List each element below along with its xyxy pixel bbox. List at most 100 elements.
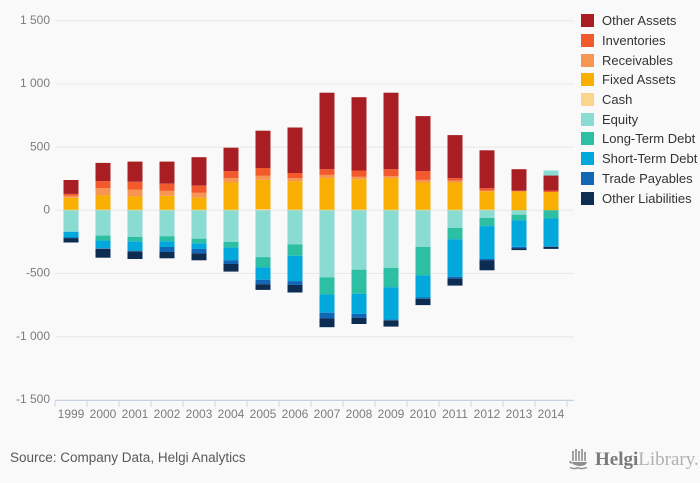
bar-group-2000 <box>95 162 111 258</box>
segment-equity <box>287 210 303 245</box>
segment-other-liabilities <box>543 247 559 249</box>
segment-inventories <box>479 188 495 191</box>
segment-long-term-debt <box>95 235 111 241</box>
segment-other-assets <box>255 130 271 168</box>
x-tick-label: 1999 <box>58 407 85 421</box>
segment-equity <box>159 210 175 237</box>
segment-short-term-debt <box>95 240 111 249</box>
segment-equity <box>127 210 143 237</box>
segment-fixed-assets <box>159 195 175 210</box>
segment-other-assets <box>383 92 399 170</box>
segment-trade-payables <box>127 250 143 252</box>
legend-swatch <box>581 152 594 166</box>
segment-fixed-assets <box>255 180 271 210</box>
segment-inventories <box>191 185 207 193</box>
y-tick-label: 0 <box>43 202 50 216</box>
segment-trade-payables <box>511 247 527 249</box>
segment-trade-payables <box>63 237 79 239</box>
legend-label: Long-Term Debt <box>602 131 696 147</box>
segment-other-liabilities <box>63 238 79 243</box>
segment-receivables <box>319 174 335 179</box>
segment-short-term-debt <box>415 275 431 298</box>
legend-item-receivables: Receivables <box>581 50 699 70</box>
bar-group-2012 <box>479 150 495 271</box>
legend-label: Fixed Assets <box>602 72 676 88</box>
segment-trade-payables <box>543 246 559 247</box>
chart-legend: Other Assets Inventories Receivables Fixed … <box>581 11 699 208</box>
segment-fixed-assets <box>287 181 303 210</box>
segment-equity <box>479 210 495 218</box>
segment-other-assets <box>223 147 239 172</box>
segment-long-term-debt <box>223 241 239 248</box>
segment-inventories <box>543 190 559 192</box>
segment-short-term-debt <box>223 247 239 261</box>
segment-equity <box>415 210 431 247</box>
y-tick-label: 1 500 <box>20 13 50 27</box>
segment-other-assets <box>351 97 367 171</box>
segment-other-liabilities <box>511 248 527 251</box>
legend-swatch <box>581 73 594 87</box>
segment-long-term-debt <box>415 247 431 276</box>
segment-fixed-assets <box>543 192 559 211</box>
segment-long-term-debt <box>447 228 463 240</box>
bar-group-2005 <box>255 130 271 290</box>
segment-fixed-assets <box>447 182 463 210</box>
segment-other-assets <box>191 157 207 186</box>
legend-item-long-term-debt: Long-Term Debt <box>581 129 699 149</box>
segment-short-term-debt <box>319 294 335 313</box>
bar-group-2007 <box>319 92 335 328</box>
segment-inventories <box>287 173 303 179</box>
segment-other-liabilities <box>95 248 111 258</box>
x-tick-label: 2007 <box>314 407 341 421</box>
segment-long-term-debt <box>383 267 399 288</box>
legend-label: Equity <box>602 111 639 127</box>
chart-plot-area: 1 500 1 000 500 0 -500 -1 000 -1 500 1999 2000 20… <box>16 13 574 421</box>
segment-other-liabilities <box>479 260 495 271</box>
segment-receivables <box>127 189 143 197</box>
bar-group-2014 <box>543 170 559 249</box>
segment-trade-payables <box>415 297 431 299</box>
segment-cash <box>415 209 431 211</box>
segment-inventories <box>447 178 463 181</box>
segment-fixed-assets <box>351 179 367 210</box>
segment-cash <box>127 209 143 211</box>
legend-item-inventories: Inventories <box>581 31 699 51</box>
x-tick-label: 2002 <box>154 407 181 421</box>
x-tick-label: 2010 <box>410 407 437 421</box>
segment-short-term-debt <box>383 287 399 320</box>
legend-swatch <box>581 93 594 107</box>
segment-short-term-debt <box>351 293 367 314</box>
segment-trade-payables <box>191 248 207 254</box>
y-tick-label: -1 000 <box>16 329 50 343</box>
segment-other-assets <box>447 135 463 179</box>
segment-receivables <box>95 188 111 196</box>
segment-cash <box>95 209 111 211</box>
segment-fixed-assets <box>415 182 431 210</box>
segment-long-term-debt <box>479 217 495 227</box>
segment-other-assets <box>543 175 559 191</box>
segment-trade-payables <box>287 281 303 285</box>
segment-other-assets <box>287 127 303 173</box>
segment-fixed-assets <box>479 191 495 210</box>
segment-other-liabilities <box>351 317 367 324</box>
legend-item-trade-payables: Trade Payables <box>581 169 699 189</box>
source-note: Source: Company Data, Helgi Analytics <box>10 450 246 465</box>
segment-trade-payables <box>479 259 495 261</box>
segment-equity <box>191 210 207 239</box>
segment-cash <box>351 209 367 211</box>
segment-equity <box>223 210 239 242</box>
legend-label: Cash <box>602 92 633 108</box>
segment-equity <box>511 210 527 215</box>
segment-equity <box>447 210 463 228</box>
segment-equity <box>319 210 335 278</box>
legend-item-cash: Cash <box>581 90 699 110</box>
legend-item-equity: Equity <box>581 109 699 129</box>
segment-inventories <box>415 171 431 180</box>
legend-label: Other Assets <box>602 13 677 29</box>
segment-fixed-assets <box>319 178 335 210</box>
legend-item-short-term-debt: Short-Term Debt <box>581 149 699 169</box>
chart-footer: Source: Company Data, Helgi Analytics He… <box>0 437 700 483</box>
segment-other-liabilities <box>319 318 335 328</box>
helgilibrary-logo[interactable]: Helgi Library. <box>566 446 699 472</box>
segment-trade-payables <box>255 279 271 285</box>
